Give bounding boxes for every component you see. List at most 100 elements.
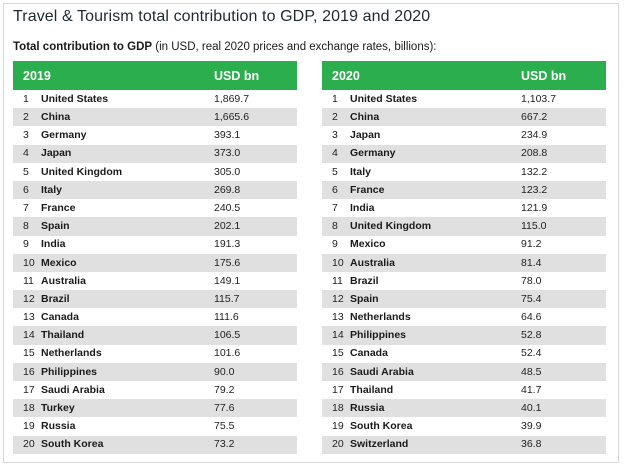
table-row: 10 Australia 81.4 bbox=[322, 253, 606, 272]
table-row: 19 South Korea 39.9 bbox=[322, 417, 606, 436]
value-cell: 132.2 bbox=[509, 162, 606, 181]
rank-cell: 16 bbox=[13, 362, 41, 381]
rank-cell: 13 bbox=[13, 308, 41, 327]
table-row: 19 Russia 75.5 bbox=[13, 417, 297, 436]
table-row: 9 Mexico 91.2 bbox=[322, 235, 606, 254]
country-cell: France bbox=[350, 180, 509, 200]
subtitle-rest: (in USD, real 2020 prices and exchange r… bbox=[152, 41, 437, 53]
value-cell: 75.4 bbox=[509, 290, 606, 309]
table-row: 1 United States 1,869.7 bbox=[13, 90, 297, 109]
table-row: 4 Germany 208.8 bbox=[322, 144, 606, 163]
header-unit: USD bn bbox=[509, 61, 606, 90]
rank-cell: 9 bbox=[13, 235, 41, 254]
table-row: 9 India 191.3 bbox=[13, 235, 297, 254]
value-cell: 393.1 bbox=[202, 126, 297, 145]
country-cell: Russia bbox=[350, 399, 509, 418]
country-cell: Italy bbox=[350, 162, 509, 181]
table-row: 8 United Kingdom 115.0 bbox=[322, 217, 606, 236]
rank-cell: 6 bbox=[13, 180, 41, 200]
rank-cell: 12 bbox=[322, 290, 350, 309]
rank-cell: 15 bbox=[13, 344, 41, 363]
table-row: 12 Spain 75.4 bbox=[322, 290, 606, 309]
country-cell: India bbox=[41, 235, 202, 254]
table-row: 17 Thailand 41.7 bbox=[322, 381, 606, 400]
rank-cell: 1 bbox=[322, 90, 350, 109]
value-cell: 1,103.7 bbox=[509, 90, 606, 109]
table-row: 13 Netherlands 64.6 bbox=[322, 308, 606, 327]
country-cell: Japan bbox=[41, 144, 202, 163]
table-body: 1 United States 1,103.7 2 China 667.2 3 Japan 23… bbox=[322, 90, 606, 454]
table-row: 11 Brazil 78.0 bbox=[322, 271, 606, 291]
table-row: 2 China 667.2 bbox=[322, 108, 606, 127]
country-cell: Netherlands bbox=[350, 308, 509, 327]
rank-cell: 3 bbox=[322, 126, 350, 145]
rank-cell: 11 bbox=[13, 271, 41, 291]
country-cell: Philippines bbox=[41, 362, 202, 381]
table-row: 12 Brazil 115.7 bbox=[13, 290, 297, 309]
rank-cell: 14 bbox=[13, 326, 41, 345]
country-cell: Canada bbox=[41, 308, 202, 327]
value-cell: 208.8 bbox=[509, 144, 606, 163]
rank-cell: 5 bbox=[13, 162, 41, 181]
subtitle-bold: Total contribution to GDP bbox=[13, 41, 153, 53]
country-cell: United States bbox=[350, 90, 509, 109]
rank-cell: 13 bbox=[322, 308, 350, 327]
country-cell: Canada bbox=[350, 344, 509, 363]
country-cell: Brazil bbox=[41, 290, 202, 309]
country-cell: South Korea bbox=[41, 435, 202, 454]
value-cell: 52.4 bbox=[509, 344, 606, 363]
country-cell: Thailand bbox=[350, 381, 509, 400]
rank-cell: 5 bbox=[322, 162, 350, 181]
value-cell: 78.0 bbox=[509, 271, 606, 291]
value-cell: 77.6 bbox=[202, 399, 297, 418]
rank-cell: 2 bbox=[322, 108, 350, 127]
rank-cell: 18 bbox=[13, 399, 41, 418]
header-year: 2020 bbox=[322, 61, 509, 90]
table-row: 1 United States 1,103.7 bbox=[322, 90, 606, 109]
header-year: 2019 bbox=[13, 61, 202, 90]
rank-cell: 20 bbox=[13, 435, 41, 454]
country-cell: United Kingdom bbox=[41, 162, 202, 181]
table-row: 5 Italy 132.2 bbox=[322, 162, 606, 181]
table-header-row: 2020 USD bn bbox=[322, 61, 606, 90]
country-cell: France bbox=[41, 199, 202, 218]
value-cell: 149.1 bbox=[202, 271, 297, 291]
table-row: 6 France 123.2 bbox=[322, 180, 606, 200]
table-row: 16 Saudi Arabia 48.5 bbox=[322, 362, 606, 381]
country-cell: Germany bbox=[350, 144, 509, 163]
rank-cell: 14 bbox=[322, 326, 350, 345]
table-2019: 2019 USD bn 1 United States 1,869.7 2 China 1… bbox=[13, 61, 297, 454]
table-row: 7 France 240.5 bbox=[13, 199, 297, 218]
country-cell: Mexico bbox=[41, 253, 202, 272]
country-cell: Spain bbox=[41, 217, 202, 236]
table-header-row: 2019 USD bn bbox=[13, 61, 297, 90]
table-row: 18 Russia 40.1 bbox=[322, 399, 606, 418]
rank-cell: 8 bbox=[322, 217, 350, 236]
table-row: 14 Thailand 106.5 bbox=[13, 326, 297, 345]
table-row: 3 Japan 234.9 bbox=[322, 126, 606, 145]
value-cell: 373.0 bbox=[202, 144, 297, 163]
value-cell: 115.7 bbox=[202, 290, 297, 309]
table-row: 7 India 121.9 bbox=[322, 199, 606, 218]
country-cell: Russia bbox=[41, 417, 202, 436]
country-cell: Saudi Arabia bbox=[350, 362, 509, 381]
country-cell: Germany bbox=[41, 126, 202, 145]
country-cell: Australia bbox=[350, 253, 509, 272]
table-row: 20 Switzerland 36.8 bbox=[322, 435, 606, 454]
value-cell: 90.0 bbox=[202, 362, 297, 381]
rank-cell: 12 bbox=[13, 290, 41, 309]
country-cell: South Korea bbox=[350, 417, 509, 436]
country-cell: Philippines bbox=[350, 326, 509, 345]
value-cell: 36.8 bbox=[509, 435, 606, 454]
country-cell: China bbox=[350, 108, 509, 127]
table-row: 15 Canada 52.4 bbox=[322, 344, 606, 363]
table-row: 17 Saudi Arabia 79.2 bbox=[13, 381, 297, 400]
table-row: 5 United Kingdom 305.0 bbox=[13, 162, 297, 181]
country-cell: Saudi Arabia bbox=[41, 381, 202, 400]
value-cell: 111.6 bbox=[202, 308, 297, 327]
rank-cell: 11 bbox=[322, 271, 350, 291]
country-cell: Italy bbox=[41, 180, 202, 200]
table-row: 10 Mexico 175.6 bbox=[13, 253, 297, 272]
table-body: 1 United States 1,869.7 2 China 1,665.6 3 Germa… bbox=[13, 90, 297, 454]
country-cell: Switzerland bbox=[350, 435, 509, 454]
